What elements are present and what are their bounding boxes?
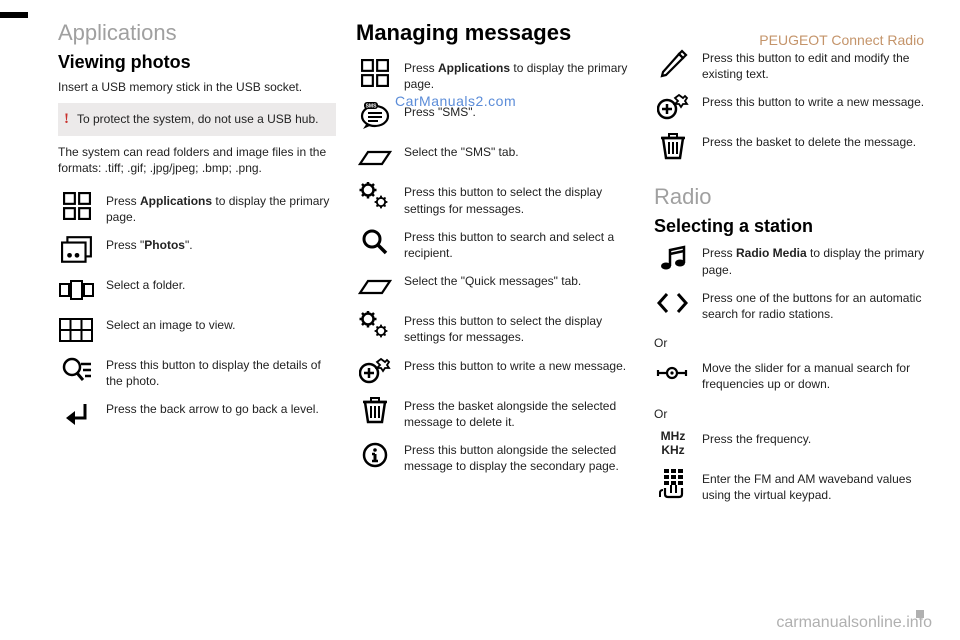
footer-watermark: carmanualsonline.info [776, 614, 932, 632]
row-msg-settings-1: Press this button to select the display … [356, 182, 634, 216]
row-apps-primary: Press Applications to display the primar… [58, 191, 336, 225]
row-edit-text: Press this button to edit and modify the… [654, 48, 932, 82]
column-messages: Managing messages Press Applications to … [356, 20, 634, 513]
row-text: Press this button to edit and modify the… [702, 48, 932, 82]
pencil-icon [654, 48, 692, 78]
chevrons-icon [654, 288, 692, 318]
gears-icon [356, 311, 394, 341]
or-label-2: Or [654, 407, 932, 421]
heading-applications: Applications [58, 20, 336, 46]
row-msg-info: Press this button alongside the selected… [356, 440, 634, 474]
column-applications: Applications Viewing photos Insert a USB… [58, 20, 336, 513]
row-text: Select the "SMS" tab. [404, 142, 519, 160]
row-text: Press this button alongside the selected… [404, 440, 634, 474]
row-text: Press the basket alongside the selected … [404, 396, 634, 430]
heading-managing-messages: Managing messages [356, 20, 634, 46]
row-text: Press Radio Media to display the primary… [702, 243, 932, 277]
row-text: Press this button to search and select a… [404, 227, 634, 261]
row-delete-message: Press the basket alongside the selected … [356, 396, 634, 430]
apps-icon [58, 191, 96, 221]
row-text: Press Applications to display the primar… [106, 191, 336, 225]
alert-text: To protect the system, do not use a USB … [77, 111, 318, 127]
row-write-new: Press this button to write a new message… [654, 92, 932, 122]
manual-page: PEUGEOT Connect Radio CarManuals2.com Ap… [0, 0, 960, 640]
row-text: Press "Photos". [106, 235, 193, 253]
page-edge-mark [0, 12, 28, 18]
back-arrow-icon [58, 399, 96, 429]
row-new-message: Press this button to write a new message… [356, 356, 634, 386]
row-back-arrow: Press the back arrow to go back a level. [58, 399, 336, 429]
row-quick-tab: Select the "Quick messages" tab. [356, 271, 634, 301]
row-slider: Move the slider for a manual search for … [654, 358, 932, 392]
row-sms-tab: Select the "SMS" tab. [356, 142, 634, 172]
apps-icon [356, 58, 394, 88]
formats-text: The system can read folders and image fi… [58, 144, 336, 176]
row-text: Press the frequency. [702, 429, 811, 447]
row-text: Move the slider for a manual search for … [702, 358, 932, 392]
row-delete: Press the basket to delete the message. [654, 132, 932, 162]
row-sms: Press "SMS". [356, 102, 634, 132]
sms-icon [356, 102, 394, 132]
alert-icon: ! [64, 111, 69, 128]
trash-icon [356, 396, 394, 426]
row-msg-apps: Press Applications to display the primar… [356, 58, 634, 92]
row-keypad: Enter the FM and AM waveband values usin… [654, 469, 932, 503]
row-text: Select the "Quick messages" tab. [404, 271, 581, 289]
new-message-icon [356, 356, 394, 386]
row-photos: Press "Photos". [58, 235, 336, 265]
subheading-selecting-station: Selecting a station [654, 216, 932, 237]
or-label-1: Or [654, 336, 932, 350]
brand-label: PEUGEOT Connect Radio [759, 32, 924, 48]
row-text: Press this button to select the display … [404, 182, 634, 216]
row-frequency: MHzKHz Press the frequency. [654, 429, 932, 459]
alert-usb-hub: ! To protect the system, do not use a US… [58, 103, 336, 136]
row-text: Select a folder. [106, 275, 185, 293]
column-radio: Press this button to edit and modify the… [654, 20, 932, 513]
row-text: Press "SMS". [404, 102, 476, 120]
row-text: Press the basket to delete the message. [702, 132, 916, 150]
new-message-icon [654, 92, 692, 122]
image-grid-icon [58, 315, 96, 345]
row-text: Press the back arrow to go back a level. [106, 399, 319, 417]
row-msg-search: Press this button to search and select a… [356, 227, 634, 261]
row-radio-media: Press Radio Media to display the primary… [654, 243, 932, 277]
heading-radio: Radio [654, 184, 932, 210]
detail-zoom-icon [58, 355, 96, 385]
row-text: Press this button to display the details… [106, 355, 336, 389]
intro-usb: Insert a USB memory stick in the USB soc… [58, 79, 336, 95]
row-text: Press Applications to display the primar… [404, 58, 634, 92]
row-select-folder: Select a folder. [58, 275, 336, 305]
info-icon [356, 440, 394, 470]
mhz-khz-icon: MHzKHz [654, 429, 692, 459]
gears-icon [356, 182, 394, 212]
row-text: Press one of the buttons for an automati… [702, 288, 932, 322]
row-text: Press this button to write a new message… [404, 356, 626, 374]
tab-icon [356, 142, 394, 172]
row-msg-settings-2: Press this button to select the display … [356, 311, 634, 345]
row-photo-details: Press this button to display the details… [58, 355, 336, 389]
music-icon [654, 243, 692, 273]
row-text: Press this button to write a new message… [702, 92, 924, 110]
photos-icon [58, 235, 96, 265]
row-text: Press this button to select the display … [404, 311, 634, 345]
trash-icon [654, 132, 692, 162]
folder-strip-icon [58, 275, 96, 305]
subheading-viewing-photos: Viewing photos [58, 52, 336, 73]
row-select-image: Select an image to view. [58, 315, 336, 345]
tab-icon [356, 271, 394, 301]
search-icon [356, 227, 394, 257]
slider-icon [654, 358, 692, 388]
row-text: Enter the FM and AM waveband values usin… [702, 469, 932, 503]
keypad-icon [654, 469, 692, 499]
row-auto-search: Press one of the buttons for an automati… [654, 288, 932, 322]
row-text: Select an image to view. [106, 315, 235, 333]
